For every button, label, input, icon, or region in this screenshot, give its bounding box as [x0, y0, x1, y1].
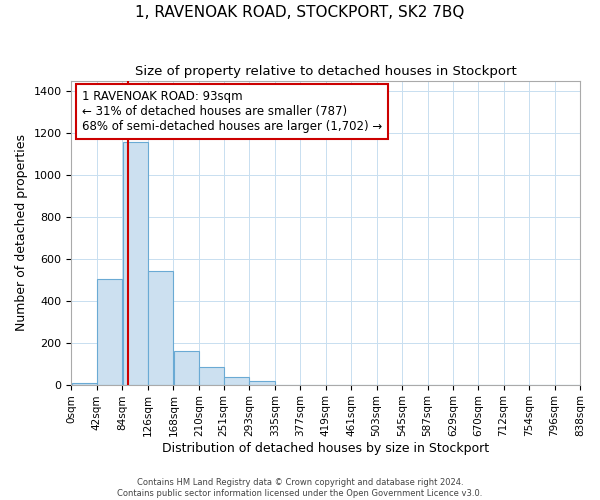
Bar — [97, 278, 122, 384]
Bar — [148, 272, 173, 384]
Y-axis label: Number of detached properties: Number of detached properties — [15, 134, 28, 331]
Title: Size of property relative to detached houses in Stockport: Size of property relative to detached ho… — [135, 65, 517, 78]
Bar — [199, 367, 224, 384]
Text: 1, RAVENOAK ROAD, STOCKPORT, SK2 7BQ: 1, RAVENOAK ROAD, STOCKPORT, SK2 7BQ — [136, 5, 464, 20]
Bar — [71, 382, 97, 384]
X-axis label: Distribution of detached houses by size in Stockport: Distribution of detached houses by size … — [162, 442, 489, 455]
Bar — [122, 142, 148, 384]
Bar — [173, 351, 199, 384]
Bar — [250, 381, 275, 384]
Text: Contains HM Land Registry data © Crown copyright and database right 2024.
Contai: Contains HM Land Registry data © Crown c… — [118, 478, 482, 498]
Bar — [224, 378, 249, 384]
Text: 1 RAVENOAK ROAD: 93sqm
← 31% of detached houses are smaller (787)
68% of semi-de: 1 RAVENOAK ROAD: 93sqm ← 31% of detached… — [82, 90, 382, 132]
